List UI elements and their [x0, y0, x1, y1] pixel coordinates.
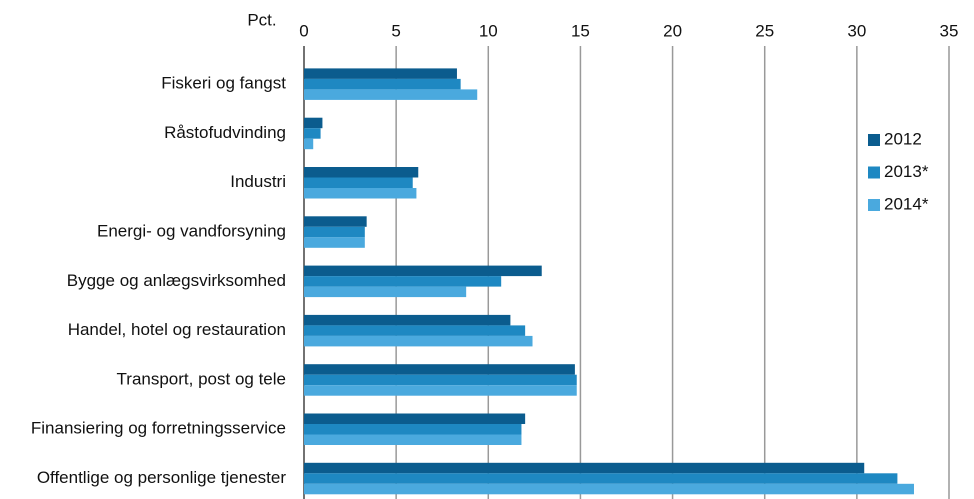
legend-label: 2013* — [884, 162, 929, 181]
bar — [304, 138, 314, 150]
y-tick-label: Fiskeri og fangst — [161, 74, 286, 93]
y-tick-label: Råstofudvinding — [164, 123, 286, 142]
bar — [304, 286, 467, 298]
bar — [304, 314, 511, 326]
bar — [304, 128, 321, 139]
x-tick-label: 0 — [299, 21, 308, 40]
legend-swatch — [868, 166, 880, 179]
bar — [304, 413, 526, 424]
bar — [304, 473, 898, 484]
bar — [304, 276, 502, 287]
y-tick-label: Finansiering og forretningsservice — [31, 419, 286, 438]
legend-label: 2012 — [884, 129, 922, 148]
x-tick-label: 35 — [940, 21, 959, 40]
y-tick-label: Offentlige og personlige tjenester — [37, 468, 287, 487]
legend-swatch — [868, 134, 880, 146]
bar — [304, 434, 522, 445]
bar — [304, 265, 542, 277]
bar — [304, 68, 457, 79]
bar — [304, 335, 533, 347]
bar — [304, 78, 461, 90]
y-tick-label: Transport, post og tele — [117, 369, 286, 388]
y-tick-label: Industri — [230, 172, 286, 191]
x-tick-label: 25 — [755, 21, 774, 40]
bar — [304, 462, 865, 474]
bar — [304, 188, 417, 199]
bar — [304, 117, 323, 129]
bar — [304, 483, 914, 495]
x-tick-label: 5 — [391, 21, 400, 40]
bar — [304, 177, 413, 188]
bar — [304, 385, 577, 396]
x-tick-label: 10 — [479, 21, 498, 40]
legend-swatch — [868, 199, 880, 211]
legend-label: 2014* — [884, 194, 929, 213]
bar — [304, 226, 365, 238]
x-tick-label: 30 — [847, 21, 866, 40]
y-tick-label: Bygge og anlægsvirksomhed — [67, 271, 286, 290]
bar — [304, 167, 419, 178]
x-tick-label: 15 — [571, 21, 590, 40]
bar — [304, 374, 577, 386]
y-tick-label: Handel, hotel og restauration — [68, 320, 286, 339]
bar — [304, 364, 575, 375]
x-tick-label: 20 — [663, 21, 682, 40]
bar — [304, 216, 367, 227]
bar — [304, 237, 365, 248]
y-tick-label: Energi- og vandforsyning — [97, 222, 286, 241]
bar — [304, 325, 526, 336]
bar — [304, 424, 522, 435]
x-axis-label: Pct. — [247, 10, 276, 29]
bar — [304, 89, 478, 100]
